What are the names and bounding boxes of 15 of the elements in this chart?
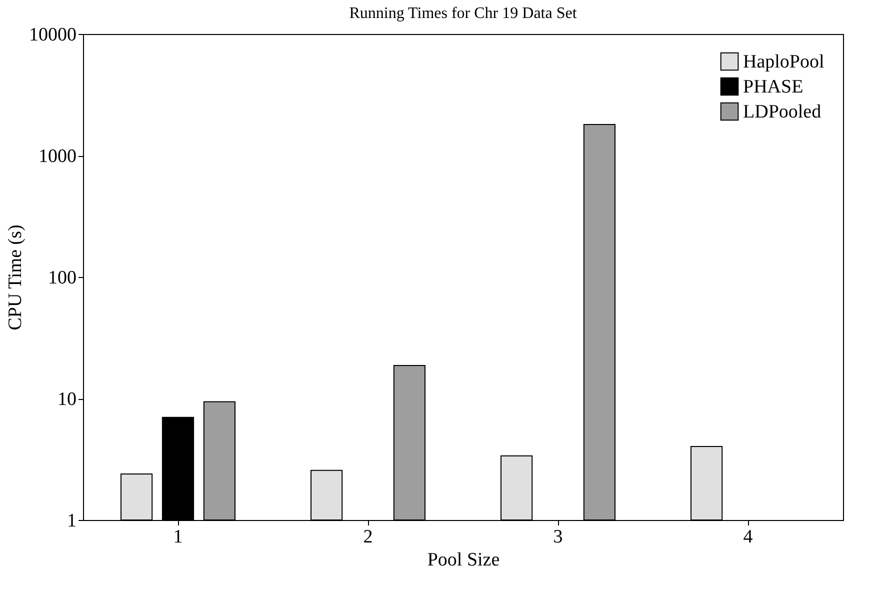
x-axis-title: Pool Size	[427, 550, 500, 570]
y-tick-label: 100	[48, 268, 76, 288]
y-tick-label: 10	[58, 389, 76, 410]
legend-label: LDPooled	[743, 102, 822, 122]
y-axis-title: CPU Time (s)	[5, 224, 26, 330]
x-tick-label: 2	[363, 526, 373, 548]
y-tick-label: 1	[67, 510, 76, 532]
legend-label: PHASE	[743, 76, 804, 98]
x-tick-label: 3	[553, 526, 563, 548]
legend-label: HaploPool	[743, 52, 824, 72]
y-tick-label: 1000	[38, 146, 76, 167]
x-tick-label: 1	[173, 526, 183, 548]
chart-title: Running Times for Chr 19 Data Set	[349, 5, 578, 22]
y-tick-label: 10000	[29, 24, 76, 46]
x-tick-label: 4	[743, 526, 754, 548]
